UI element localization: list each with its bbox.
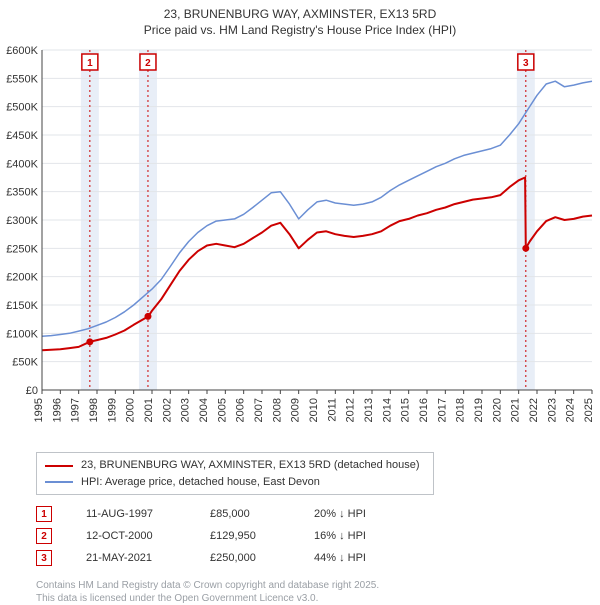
svg-text:£0: £0 xyxy=(26,385,38,397)
title-line2: Price paid vs. HM Land Registry's House … xyxy=(144,23,456,37)
svg-text:2012: 2012 xyxy=(345,398,357,422)
svg-text:£550K: £550K xyxy=(6,74,38,86)
sale-row: 3 21-MAY-2021 £250,000 44% ↓ HPI xyxy=(36,547,600,569)
sale-marker: 3 xyxy=(36,550,52,566)
svg-text:2003: 2003 xyxy=(180,398,192,422)
svg-text:2022: 2022 xyxy=(528,398,540,422)
svg-text:2023: 2023 xyxy=(546,398,558,422)
svg-text:2014: 2014 xyxy=(381,398,393,422)
legend-item: 23, BRUNENBURG WAY, AXMINSTER, EX13 5RD … xyxy=(45,457,425,474)
sale-date: 12-OCT-2000 xyxy=(86,530,176,542)
legend-label: 23, BRUNENBURG WAY, AXMINSTER, EX13 5RD … xyxy=(81,457,419,474)
svg-text:2019: 2019 xyxy=(473,398,485,422)
copyright-line2: This data is licensed under the Open Gov… xyxy=(36,593,318,604)
svg-text:2016: 2016 xyxy=(418,398,430,422)
sale-price: £129,950 xyxy=(210,530,280,542)
sale-diff: 44% ↓ HPI xyxy=(314,552,404,564)
svg-text:2004: 2004 xyxy=(198,398,210,422)
svg-text:£250K: £250K xyxy=(6,244,38,256)
svg-text:2000: 2000 xyxy=(125,398,137,422)
svg-text:£100K: £100K xyxy=(6,329,38,341)
svg-text:2010: 2010 xyxy=(308,398,320,422)
svg-text:£450K: £450K xyxy=(6,130,38,142)
svg-text:1996: 1996 xyxy=(51,398,63,422)
sale-price: £85,000 xyxy=(210,508,280,520)
sale-marker: 1 xyxy=(36,506,52,522)
svg-text:1995: 1995 xyxy=(33,398,45,422)
legend-label: HPI: Average price, detached house, East… xyxy=(81,474,320,491)
svg-text:£200K: £200K xyxy=(6,272,38,284)
svg-text:2020: 2020 xyxy=(491,398,503,422)
legend-item: HPI: Average price, detached house, East… xyxy=(45,474,425,491)
svg-text:2: 2 xyxy=(145,58,151,69)
svg-text:2018: 2018 xyxy=(455,398,467,422)
sale-date: 21-MAY-2021 xyxy=(86,552,176,564)
title-line1: 23, BRUNENBURG WAY, AXMINSTER, EX13 5RD xyxy=(164,7,437,21)
svg-text:2017: 2017 xyxy=(436,398,448,422)
legend: 23, BRUNENBURG WAY, AXMINSTER, EX13 5RD … xyxy=(36,452,434,495)
svg-text:2024: 2024 xyxy=(565,398,577,422)
svg-text:3: 3 xyxy=(523,58,529,69)
legend-swatch xyxy=(45,481,73,483)
svg-text:£150K: £150K xyxy=(6,300,38,312)
svg-text:2001: 2001 xyxy=(143,398,155,422)
svg-text:1999: 1999 xyxy=(106,398,118,422)
svg-text:£400K: £400K xyxy=(6,159,38,171)
svg-text:£500K: £500K xyxy=(6,102,38,114)
sale-date: 11-AUG-1997 xyxy=(86,508,176,520)
copyright: Contains HM Land Registry data © Crown c… xyxy=(36,579,600,605)
sale-diff: 16% ↓ HPI xyxy=(314,530,404,542)
svg-text:1998: 1998 xyxy=(88,398,100,422)
svg-text:2008: 2008 xyxy=(271,398,283,422)
sale-row: 1 11-AUG-1997 £85,000 20% ↓ HPI xyxy=(36,503,600,525)
svg-text:£300K: £300K xyxy=(6,215,38,227)
svg-text:2013: 2013 xyxy=(363,398,375,422)
svg-text:2009: 2009 xyxy=(290,398,302,422)
price-chart: £0 £50K £100K £150K £200K £250K £300K £350K £400… xyxy=(0,38,600,448)
svg-text:£600K: £600K xyxy=(6,45,38,57)
sale-row: 2 12-OCT-2000 £129,950 16% ↓ HPI xyxy=(36,525,600,547)
svg-text:2025: 2025 xyxy=(583,398,595,422)
svg-text:2002: 2002 xyxy=(161,398,173,422)
sales-table: 1 11-AUG-1997 £85,000 20% ↓ HPI 2 12-OCT-2000… xyxy=(36,503,600,569)
svg-text:2015: 2015 xyxy=(400,398,412,422)
svg-text:2011: 2011 xyxy=(326,398,338,422)
svg-text:£350K: £350K xyxy=(6,187,38,199)
sale-price: £250,000 xyxy=(210,552,280,564)
svg-text:2021: 2021 xyxy=(510,398,522,422)
sale-diff: 20% ↓ HPI xyxy=(314,508,404,520)
sale-marker: 2 xyxy=(36,528,52,544)
svg-text:£50K: £50K xyxy=(12,357,38,369)
chart-svg: £0 £50K £100K £150K £200K £250K £300K £350K £400… xyxy=(0,38,600,448)
chart-title: 23, BRUNENBURG WAY, AXMINSTER, EX13 5RD … xyxy=(0,0,600,38)
svg-text:2006: 2006 xyxy=(235,398,247,422)
svg-text:1997: 1997 xyxy=(70,398,82,422)
legend-swatch xyxy=(45,465,73,467)
svg-text:1: 1 xyxy=(87,58,93,69)
svg-text:2005: 2005 xyxy=(216,398,228,422)
svg-text:2007: 2007 xyxy=(253,398,265,422)
